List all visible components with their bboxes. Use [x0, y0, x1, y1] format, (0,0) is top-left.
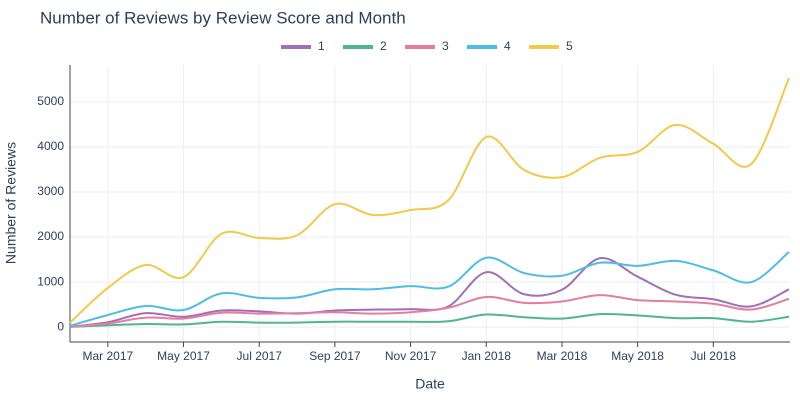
x-tick-label: Sep 2017	[309, 349, 361, 363]
line-series	[69, 257, 790, 328]
y-axis-label: Number of Reviews	[3, 142, 19, 264]
x-tick-label: Jul 2017	[237, 349, 283, 363]
line-series	[69, 294, 790, 328]
y-tick-label: 2000	[37, 229, 64, 243]
x-tick-label: Mar 2018	[537, 349, 588, 363]
chart-title: Number of Reviews by Review Score and Mo…	[40, 8, 406, 27]
legend-label: 1	[318, 39, 325, 53]
line-series	[69, 251, 790, 327]
legend-label: 4	[504, 39, 511, 53]
y-tick-label: 3000	[37, 184, 64, 198]
y-tick-label: 0	[57, 319, 64, 333]
y-tick-label: 5000	[37, 94, 64, 108]
x-tick-label: May 2017	[157, 349, 210, 363]
legend-label: 3	[442, 39, 449, 53]
line-series	[69, 312, 790, 328]
legend-label: 5	[566, 39, 573, 53]
line-series	[69, 77, 790, 324]
x-tick-label: Jan 2018	[462, 349, 512, 363]
legend-label: 2	[380, 39, 387, 53]
x-tick-label: May 2018	[611, 349, 664, 363]
y-tick-label: 4000	[37, 139, 64, 153]
x-axis-label: Date	[415, 376, 445, 392]
x-tick-label: Nov 2017	[385, 349, 437, 363]
y-tick-label: 1000	[37, 274, 64, 288]
x-tick-label: Jul 2018	[691, 349, 737, 363]
x-tick-label: Mar 2017	[82, 349, 133, 363]
